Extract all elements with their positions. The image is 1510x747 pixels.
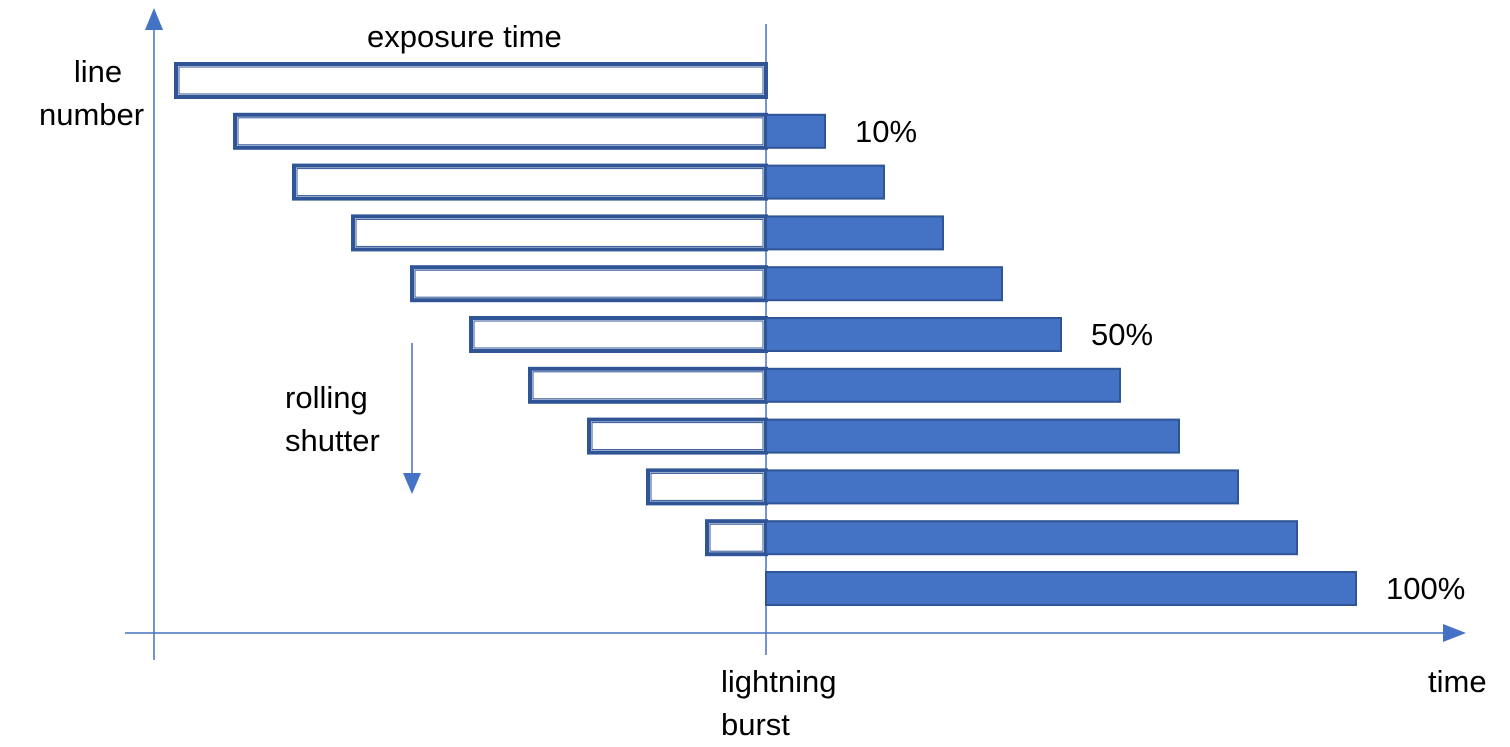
y-axis-label-line2: number [39,97,145,132]
bar-after-burst-4 [765,215,944,251]
lightning-burst-label-line1: lightning [721,664,837,699]
bar-after-burst-5 [765,266,1003,302]
bar-before-burst-inner-8 [591,422,764,451]
bar-before-burst-inner-6 [473,320,764,349]
bar-before-burst-9 [646,468,768,506]
x-axis-label: time [1428,664,1487,699]
bar-before-burst-6 [469,316,768,353]
bar-before-burst-inner-3 [296,168,764,197]
exposure-time-label: exposure time [367,19,562,54]
x-axis [125,624,1466,642]
rolling-shutter-label-line2: shutter [285,423,380,459]
y-axis-label: line [68,50,128,93]
bar-before-burst-5 [410,265,768,303]
bar-before-burst-8 [587,417,768,455]
lightning-burst-label-line2: burst [721,707,790,743]
bar-before-burst-10 [705,519,768,557]
bar-before-burst-3 [292,163,768,201]
exposure-bars [174,62,1357,606]
bar-before-burst-inner-2 [237,117,764,146]
rolling-shutter-label-line1: rolling [285,380,368,415]
bar-before-burst-2 [233,112,768,150]
bar-before-burst-inner-4 [355,218,764,247]
bar-before-burst-7 [528,366,768,404]
bar-after-burst-11 [765,571,1357,606]
percent-label-row-11: 100% [1386,571,1466,606]
bar-before-burst-inner-9 [650,472,764,501]
y-axis-label-2: number [39,93,144,136]
rolling-shutter-label: rolling shutter [285,376,380,463]
bar-after-burst-10 [765,520,1298,556]
bar-before-burst-inner-10 [709,523,764,552]
bar-before-burst-4 [351,214,768,252]
y-axis-arrowhead [145,8,163,30]
bar-before-burst-inner-1 [178,66,764,95]
bar-before-burst-inner-5 [414,269,764,298]
lightning-burst-label: lightning burst [721,660,836,747]
percent-label-row-6: 50% [1091,317,1154,352]
y-axis [145,8,163,660]
bar-before-burst-inner-7 [532,371,764,400]
rolling-shutter-arrowhead [403,473,421,494]
bar-after-burst-6 [765,317,1062,352]
bar-after-burst-7 [765,367,1121,403]
y-axis-label-line1: line [73,54,123,89]
bar-after-burst-9 [765,469,1239,505]
percent-label-row-2: 10% [855,113,918,149]
bar-after-burst-8 [765,418,1180,454]
bar-after-burst-3 [765,164,885,200]
x-axis-arrowhead [1443,624,1466,642]
bar-before-burst-1 [174,62,768,99]
rolling-shutter-arrow [403,343,421,494]
bar-after-burst-2 [765,113,826,149]
